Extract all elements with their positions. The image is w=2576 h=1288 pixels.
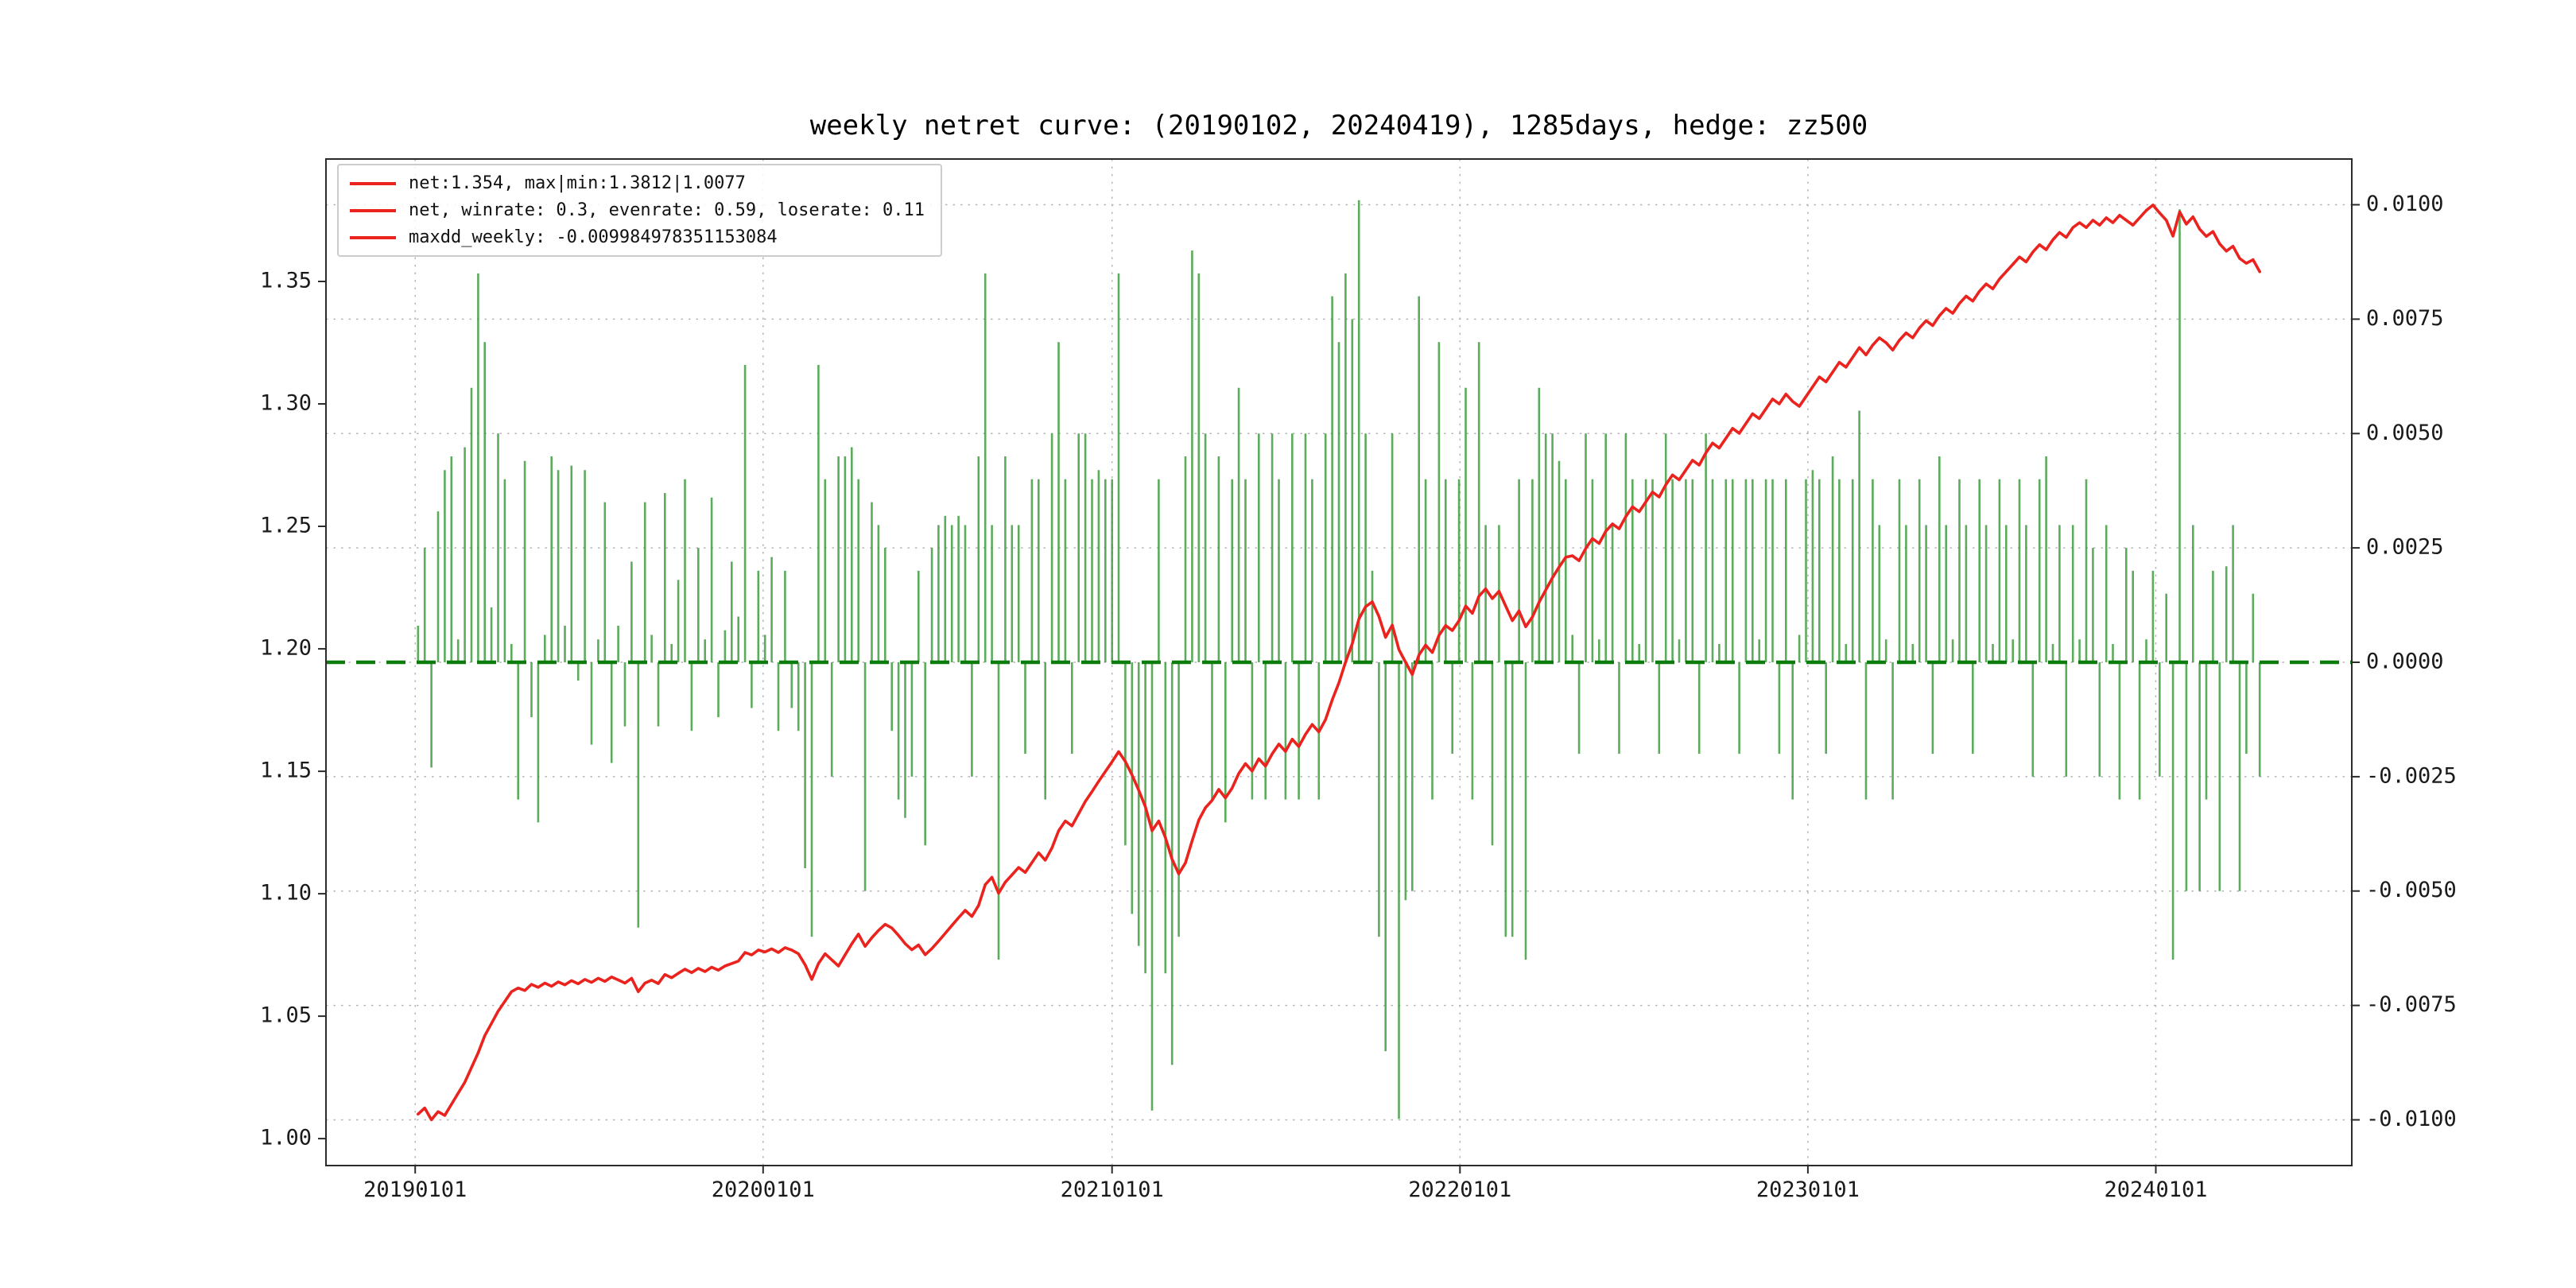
chart-title: weekly netret curve: (20190102, 20240419… (809, 110, 1868, 142)
legend-box: net:1.354, max|min:1.3812|1.0077 net, wi… (337, 164, 943, 257)
weekly-return-bars (417, 200, 2261, 1119)
svg-text:1.20: 1.20 (260, 636, 312, 661)
x-axis: 20190101 20200101 20210101 20220101 20230101… (363, 1166, 2208, 1202)
svg-text:1.00: 1.00 (260, 1126, 312, 1150)
legend-entry-net: net:1.354, max|min:1.3812|1.0077 (350, 173, 925, 193)
svg-text:20200101: 20200101 (712, 1177, 815, 1202)
svg-text:1.30: 1.30 (260, 391, 312, 416)
svg-text:0.0100: 0.0100 (2366, 192, 2444, 216)
svg-text:-0.0100: -0.0100 (2366, 1107, 2457, 1131)
y-axis-right: -0.0100 -0.0075 -0.0050 -0.0025 0.0000 0.0025… (2352, 192, 2457, 1131)
svg-text:1.35: 1.35 (260, 269, 312, 293)
svg-text:20190101: 20190101 (363, 1177, 467, 1202)
svg-text:0.0000: 0.0000 (2366, 650, 2444, 674)
svg-text:-0.0050: -0.0050 (2366, 878, 2457, 902)
svg-text:0.0050: 0.0050 (2366, 421, 2444, 445)
legend-entry-maxdd: maxdd_weekly: -0.009984978351153084 (350, 227, 925, 247)
net-curve (416, 204, 2261, 1122)
legend-label-net: net:1.354, max|min:1.3812|1.0077 (409, 173, 746, 193)
svg-text:20220101: 20220101 (1408, 1177, 1511, 1202)
svg-text:20240101: 20240101 (2104, 1177, 2207, 1202)
svg-text:1.05: 1.05 (260, 1003, 312, 1028)
svg-text:1.10: 1.10 (260, 881, 312, 906)
svg-text:1.15: 1.15 (260, 758, 312, 783)
red-line-swatch-icon (350, 181, 396, 185)
svg-text:-0.0025: -0.0025 (2366, 763, 2457, 788)
red-line-swatch-icon (350, 235, 396, 239)
red-line-swatch-icon (350, 208, 396, 212)
svg-text:20210101: 20210101 (1061, 1177, 1164, 1202)
legend-label-winrate: net, winrate: 0.3, evenrate: 0.59, loser… (409, 200, 925, 220)
y-axis-left: 1.00 1.05 1.10 1.15 1.20 1.25 1.30 1.35 (260, 269, 326, 1150)
svg-text:0.0025: 0.0025 (2366, 535, 2444, 560)
legend-entry-winrate: net, winrate: 0.3, evenrate: 0.59, loser… (350, 200, 925, 220)
svg-text:-0.0075: -0.0075 (2366, 992, 2457, 1017)
svg-text:20230101: 20230101 (1756, 1177, 1860, 1202)
legend-label-maxdd: maxdd_weekly: -0.009984978351153084 (409, 227, 778, 247)
svg-text:1.25: 1.25 (260, 514, 312, 538)
svg-text:0.0075: 0.0075 (2366, 306, 2444, 331)
